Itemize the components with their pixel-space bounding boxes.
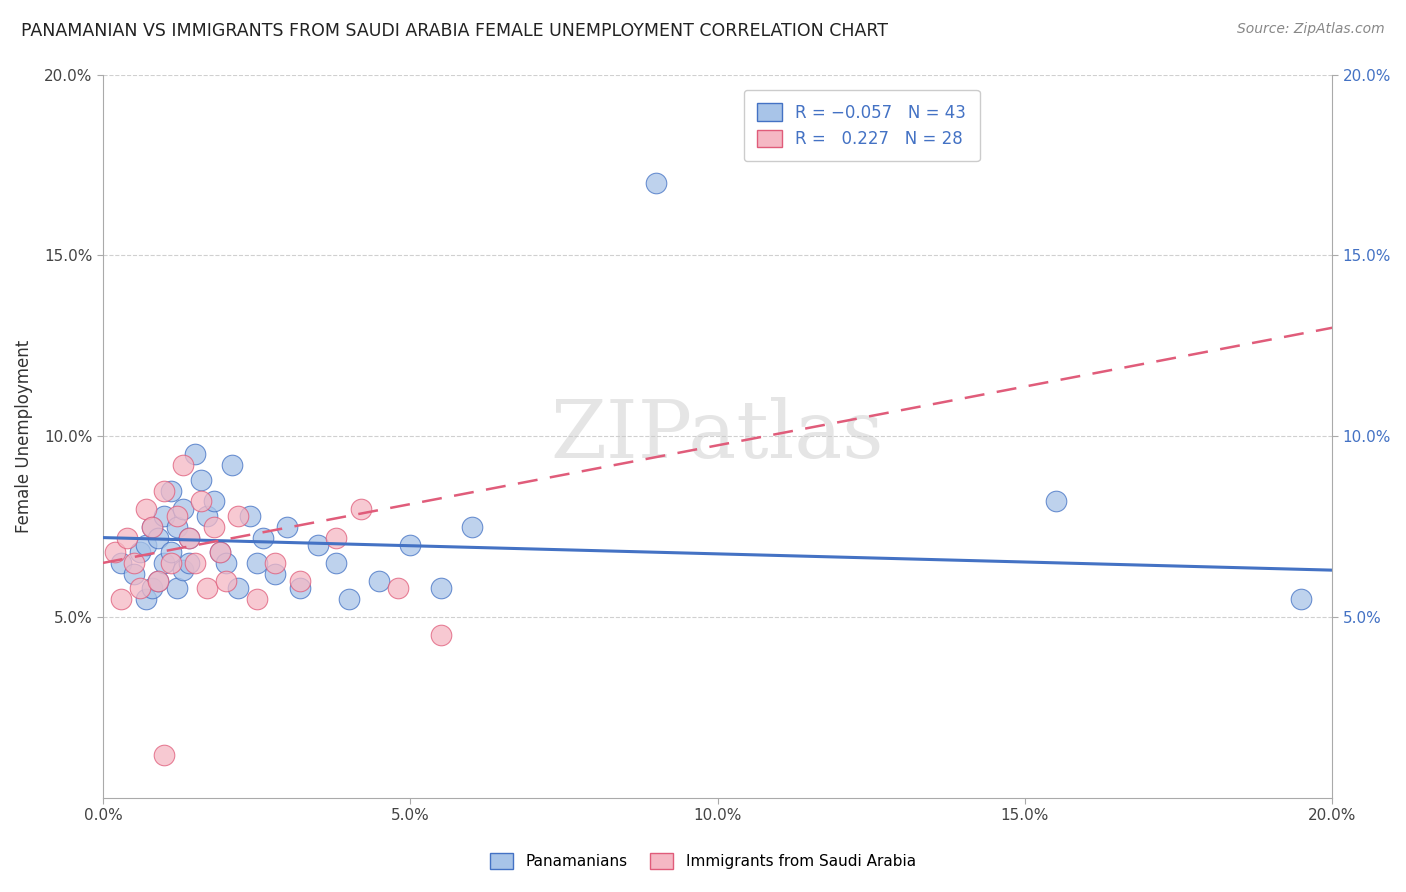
Point [245, 592, 267, 607]
Point [252, 531, 274, 545]
Point [245, 556, 267, 570]
Point [153, 508, 176, 523]
Point [288, 581, 311, 595]
Point [264, 566, 287, 581]
Point [307, 538, 329, 552]
Point [208, 545, 231, 559]
Point [148, 574, 170, 588]
Point [135, 538, 157, 552]
Point [190, 473, 212, 487]
Point [128, 581, 150, 595]
Point [368, 574, 391, 588]
Point [141, 581, 163, 595]
Point [325, 531, 347, 545]
Point [276, 520, 298, 534]
Point [166, 508, 188, 523]
Point [387, 581, 409, 595]
Point [122, 566, 145, 581]
Point [141, 520, 163, 534]
Point [172, 563, 194, 577]
Point [166, 520, 188, 534]
Point [645, 176, 668, 190]
Point [117, 531, 139, 545]
Point [177, 531, 200, 545]
Point [399, 538, 422, 552]
Point [239, 508, 262, 523]
Point [153, 483, 176, 498]
Point [430, 581, 453, 595]
Point [190, 494, 212, 508]
Point [208, 545, 231, 559]
Point [172, 458, 194, 473]
Point [184, 447, 207, 461]
Text: ZIPatlas: ZIPatlas [551, 397, 884, 475]
Point [141, 520, 163, 534]
Point [288, 574, 311, 588]
Point [128, 545, 150, 559]
Point [177, 531, 200, 545]
Point [148, 574, 170, 588]
Point [221, 458, 243, 473]
Point [226, 581, 249, 595]
Point [159, 556, 181, 570]
Point [153, 556, 176, 570]
Y-axis label: Female Unemployment: Female Unemployment [15, 340, 32, 533]
Point [1045, 494, 1067, 508]
Point [110, 592, 132, 607]
Point [153, 747, 176, 762]
Point [110, 556, 132, 570]
Point [215, 556, 238, 570]
Point [264, 556, 287, 570]
Point [184, 556, 207, 570]
Point [460, 520, 482, 534]
Point [104, 545, 127, 559]
Point [177, 556, 200, 570]
Point [135, 592, 157, 607]
Point [202, 520, 225, 534]
Point [197, 581, 219, 595]
Point [159, 545, 181, 559]
Text: Source: ZipAtlas.com: Source: ZipAtlas.com [1237, 22, 1385, 37]
Point [122, 556, 145, 570]
Point [148, 531, 170, 545]
Point [215, 574, 238, 588]
Legend: Panamanians, Immigrants from Saudi Arabia: Panamanians, Immigrants from Saudi Arabi… [484, 847, 922, 875]
Point [172, 501, 194, 516]
Point [350, 501, 373, 516]
Point [166, 581, 188, 595]
Point [337, 592, 360, 607]
Point [159, 483, 181, 498]
Legend: R = −0.057   N = 43, R =   0.227   N = 28: R = −0.057 N = 43, R = 0.227 N = 28 [744, 90, 980, 161]
Point [202, 494, 225, 508]
Text: PANAMANIAN VS IMMIGRANTS FROM SAUDI ARABIA FEMALE UNEMPLOYMENT CORRELATION CHART: PANAMANIAN VS IMMIGRANTS FROM SAUDI ARAB… [21, 22, 889, 40]
Point [135, 501, 157, 516]
Point [430, 628, 453, 642]
Point [325, 556, 347, 570]
Point [197, 508, 219, 523]
Point [1291, 592, 1313, 607]
Point [226, 508, 249, 523]
